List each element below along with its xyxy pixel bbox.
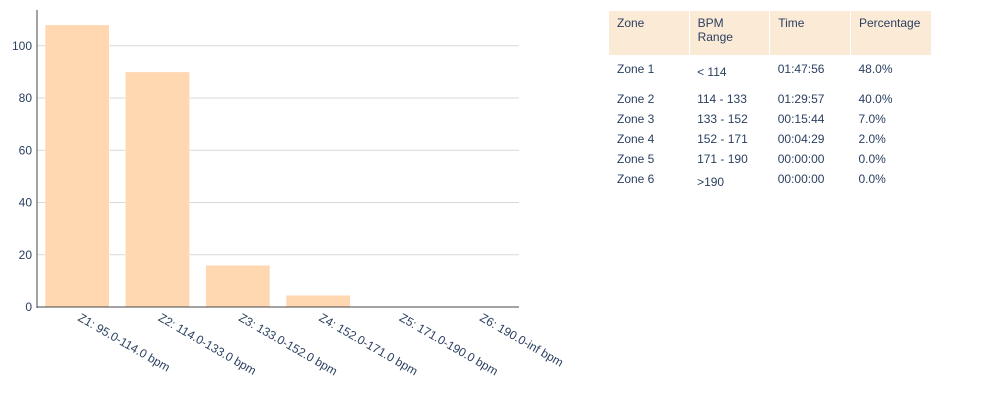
y-tick-label: 80: [19, 91, 33, 105]
table-row: Zone 4 152 - 171 00:04:29 2.0%: [609, 132, 931, 152]
cell-time: 01:29:57: [777, 92, 825, 106]
bar: [285, 294, 351, 308]
y-tick-label: 100: [12, 39, 32, 53]
bar: [44, 24, 110, 308]
table-row: Zone 5 171 - 190 00:00:00 0.0%: [609, 152, 931, 172]
table-row: Zone 6 >190 00:00:00 0.0%: [609, 172, 931, 195]
table-row: Zone 3 133 - 152 00:15:44 7.0%: [609, 112, 931, 132]
cell-zone: Zone 1: [617, 62, 655, 76]
bar: [205, 264, 271, 308]
cell-bpm-range: 152 - 171: [697, 132, 748, 146]
cell-bpm-range: 171 - 190: [697, 152, 748, 166]
header-zone-label: Zone: [617, 16, 645, 30]
axes: [36, 10, 519, 308]
cell-percentage: 7.0%: [858, 112, 886, 126]
bars: [44, 24, 351, 308]
cell-zone: Zone 4: [617, 132, 655, 146]
cell-zone: Zone 5: [617, 152, 655, 166]
y-tick-label: 60: [19, 143, 33, 157]
cell-time: 00:00:00: [777, 152, 825, 166]
cell-bpm-range: < 114: [697, 65, 727, 79]
cell-zone: Zone 6: [617, 172, 655, 186]
table-row: Zone 2 114 - 133 01:29:57 40.0%: [609, 92, 931, 112]
gridlines: [37, 45, 519, 256]
y-tick-labels: 0 20 40 60 80 100: [12, 39, 32, 314]
cell-percentage: 0.0%: [858, 152, 886, 166]
header-bpm-range: BPM Range: [688, 11, 770, 55]
cell-percentage: 48.0%: [858, 62, 893, 76]
cell-zone: Zone 2: [617, 92, 655, 106]
header-percentage-label: Percentage: [859, 16, 921, 30]
cell-time: 00:15:44: [777, 112, 825, 126]
cell-percentage: 0.0%: [858, 172, 886, 186]
zone-summary-table: Zone BPM Range Time Percentage Zone 1 < 1…: [609, 11, 931, 195]
y-tick-label: 40: [19, 196, 33, 210]
cell-zone: Zone 3: [617, 112, 655, 126]
cell-time: 00:04:29: [777, 132, 825, 146]
header-time-label: Time: [778, 16, 805, 30]
cell-time: 01:47:56: [777, 62, 825, 76]
table-body: Zone 1 < 114 01:47:56 48.0% Zone 2 114 - 133 0…: [609, 55, 931, 195]
header-bpm-label: BPM: [697, 16, 724, 30]
cell-bpm-range: >190: [697, 175, 725, 189]
cell-bpm-range: 133 - 152: [697, 112, 748, 126]
header-time: Time: [769, 11, 851, 55]
cell-bpm-range: 114 - 133: [697, 92, 747, 106]
y-tick-label: 20: [19, 248, 33, 262]
cell-percentage: 2.0%: [858, 132, 886, 146]
cell-time: 00:00:00: [777, 172, 825, 186]
header-range-label: Range: [697, 30, 733, 44]
header-percentage: Percentage: [850, 11, 931, 55]
y-tick-label: 0: [25, 300, 32, 314]
header-zone: Zone: [609, 11, 690, 55]
cell-percentage: 40.0%: [858, 92, 893, 106]
bar: [125, 71, 190, 308]
table-row: Zone 1 < 114 01:47:56 48.0%: [609, 55, 931, 92]
table-header-row: Zone BPM Range Time Percentage: [609, 11, 931, 55]
